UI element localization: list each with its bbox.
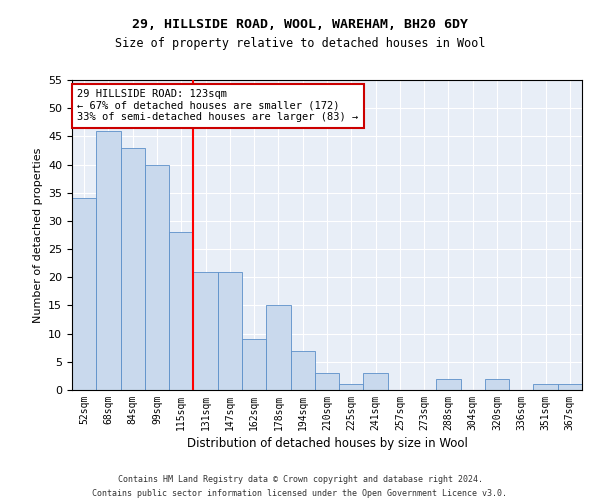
Bar [218, 272, 242, 390]
Bar [558, 384, 582, 390]
Bar [121, 148, 145, 390]
Bar [266, 306, 290, 390]
Text: Size of property relative to detached houses in Wool: Size of property relative to detached ho… [115, 38, 485, 51]
Bar [169, 232, 193, 390]
Bar [242, 340, 266, 390]
Bar [290, 350, 315, 390]
Bar [436, 378, 461, 390]
X-axis label: Distribution of detached houses by size in Wool: Distribution of detached houses by size … [187, 437, 467, 450]
Bar [315, 373, 339, 390]
Text: 29, HILLSIDE ROAD, WOOL, WAREHAM, BH20 6DY: 29, HILLSIDE ROAD, WOOL, WAREHAM, BH20 6… [132, 18, 468, 30]
Bar [145, 164, 169, 390]
Bar [72, 198, 96, 390]
Bar [339, 384, 364, 390]
Text: 29 HILLSIDE ROAD: 123sqm
← 67% of detached houses are smaller (172)
33% of semi-: 29 HILLSIDE ROAD: 123sqm ← 67% of detach… [77, 90, 358, 122]
Bar [364, 373, 388, 390]
Bar [96, 130, 121, 390]
Bar [485, 378, 509, 390]
Bar [193, 272, 218, 390]
Y-axis label: Number of detached properties: Number of detached properties [32, 148, 43, 322]
Bar [533, 384, 558, 390]
Text: Contains HM Land Registry data © Crown copyright and database right 2024.
Contai: Contains HM Land Registry data © Crown c… [92, 476, 508, 498]
